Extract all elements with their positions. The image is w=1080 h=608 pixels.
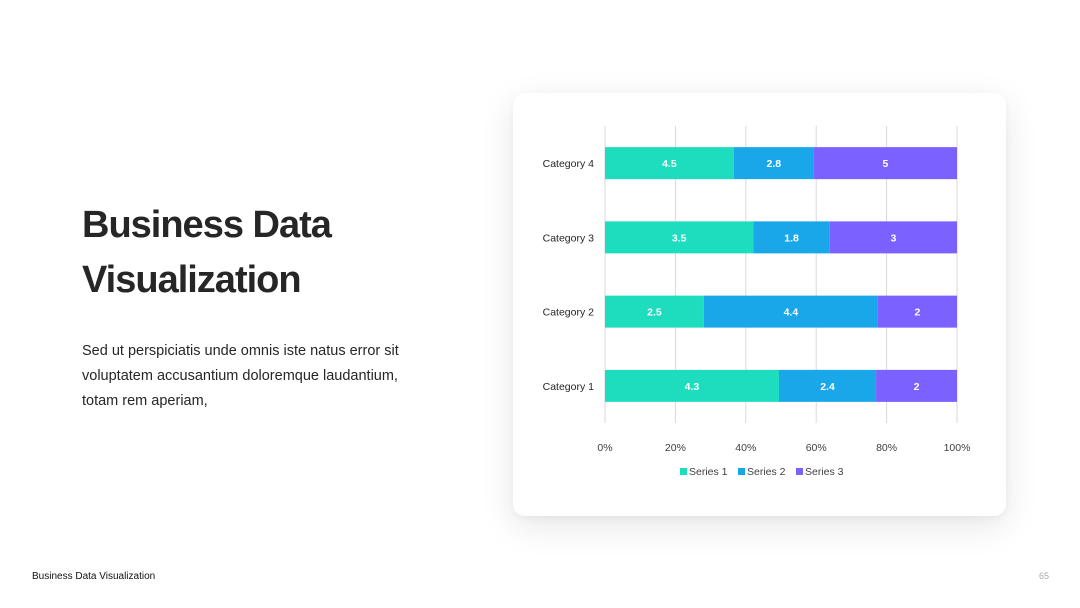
data-label: 5 xyxy=(883,158,889,170)
legend-swatch xyxy=(796,468,803,475)
footer-title: Business Data Visualization xyxy=(32,571,156,582)
slide-title-line-1: Business Data xyxy=(82,204,332,246)
data-label: 4.4 xyxy=(784,307,799,319)
slide-title-line-2: Visualization xyxy=(82,259,302,301)
body-line-1: Sed ut perspiciatis unde omnis iste natu… xyxy=(82,343,399,359)
x-tick-label: 60% xyxy=(806,442,827,454)
data-label: 1.8 xyxy=(784,232,799,244)
data-label: 3.5 xyxy=(672,232,687,244)
bar-segment xyxy=(605,221,754,254)
legend-swatch xyxy=(738,468,745,475)
data-label: 4.5 xyxy=(662,158,677,170)
page-number: 65 xyxy=(1038,571,1049,581)
data-label: 2 xyxy=(914,381,920,393)
slide-body-text: Sed ut perspiciatis unde omnis iste natu… xyxy=(82,339,442,414)
x-tick-label: 0% xyxy=(597,442,612,454)
data-label: 3 xyxy=(890,232,896,244)
bar-segment xyxy=(733,147,814,180)
bar-segment xyxy=(703,295,878,328)
category-label: Category 1 xyxy=(543,381,595,393)
legend-label: Series 2 xyxy=(747,466,786,478)
data-label: 2.4 xyxy=(820,381,835,393)
x-tick-label: 20% xyxy=(665,442,686,454)
bar-segment xyxy=(605,147,734,180)
body-line-3: totam rem aperiam, xyxy=(82,393,208,409)
body-line-2: voluptatem accusantium doloremque laudan… xyxy=(82,368,398,384)
category-label: Category 4 xyxy=(543,158,595,170)
bar-segment xyxy=(753,221,830,254)
bar-segment xyxy=(778,369,877,402)
slide-title: Business Data Visualization xyxy=(82,198,462,308)
bar-segment xyxy=(605,295,704,328)
data-label: 4.3 xyxy=(685,381,700,393)
bar-segment xyxy=(876,369,957,402)
chart-card: 0% 20% 40% 60% 80% 100% 4.3 2.4 2 Category 1 2.5 4.… xyxy=(513,93,1006,516)
x-tick-label: 80% xyxy=(876,442,897,454)
bar-segment xyxy=(605,369,779,402)
x-tick-label: 40% xyxy=(735,442,756,454)
stacked-bar-chart: 0% 20% 40% 60% 80% 100% 4.3 2.4 2 Category 1 2.5 4.… xyxy=(543,126,971,478)
legend-label: Series 1 xyxy=(689,466,728,478)
legend-label: Series 3 xyxy=(805,466,844,478)
data-label: 2.8 xyxy=(767,158,782,170)
data-label: 2 xyxy=(915,307,921,319)
legend-swatch xyxy=(680,468,687,475)
bar-segment xyxy=(877,295,957,328)
bar-segment xyxy=(813,147,957,180)
category-label: Category 3 xyxy=(543,232,595,244)
data-label: 2.5 xyxy=(647,307,662,319)
bar-segment xyxy=(829,221,957,254)
category-label: Category 2 xyxy=(543,307,595,319)
x-tick-label: 100% xyxy=(944,442,971,454)
